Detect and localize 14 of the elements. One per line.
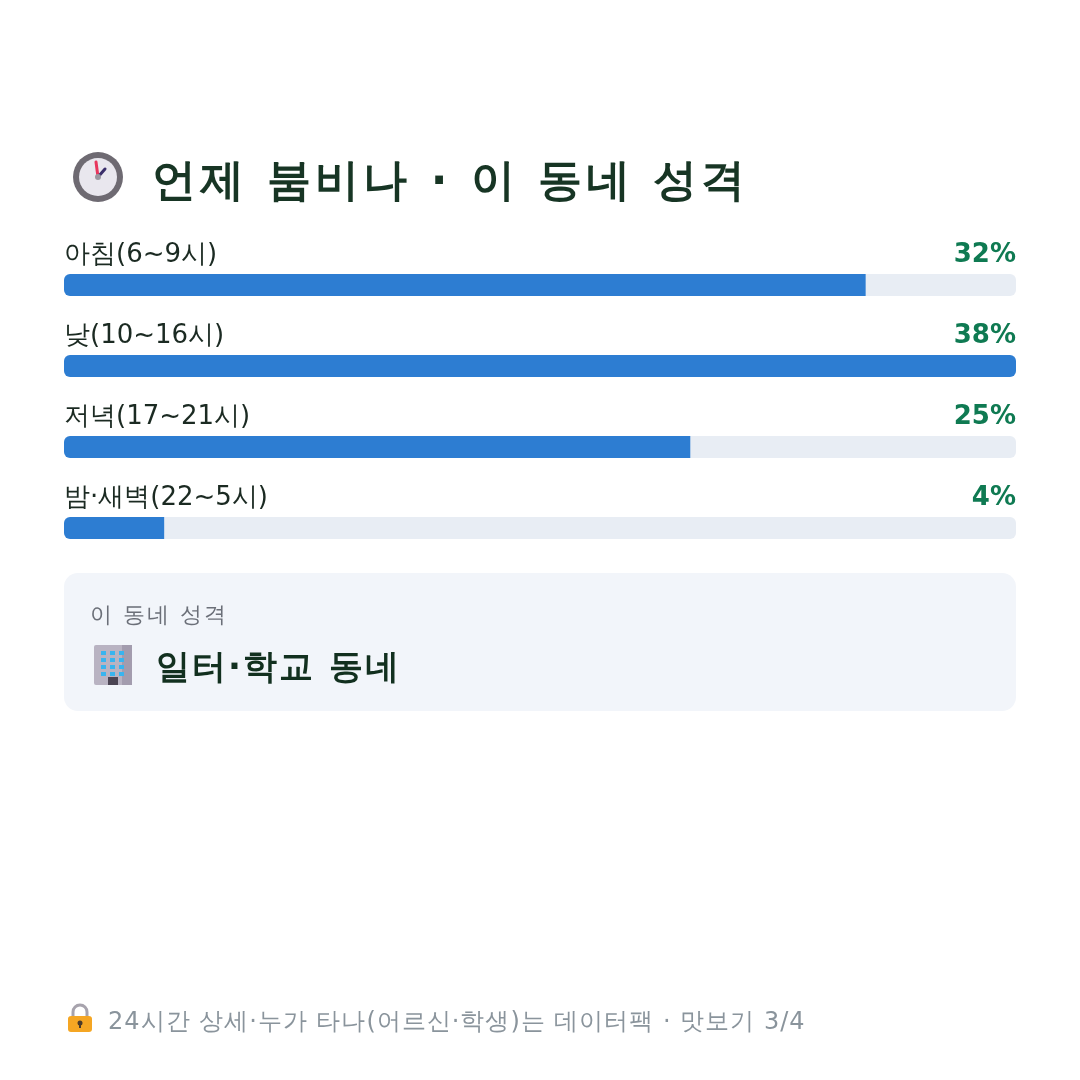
y-tick-label: 낮(10~16시): [64, 319, 225, 349]
y-tick-label: 아침(6~9시): [64, 238, 218, 268]
text: 일터·학교 동네: [156, 646, 401, 686]
data-label: 38%: [953, 319, 1016, 349]
y-tick-label: 밤·새벽(22~5시): [64, 481, 268, 511]
bar: [64, 355, 1016, 377]
text: 이 동네 성격: [90, 602, 228, 627]
data-label: 25%: [953, 400, 1016, 430]
data-label: 4%: [971, 481, 1016, 511]
bar: [64, 517, 165, 539]
text: 24시간 상세·누가 타나(어르신·학생)는 데이터팩 · 맛보기 3/4: [108, 1007, 806, 1035]
y-tick-label: 저녁(17~21시): [64, 400, 251, 430]
chart-title: 언제 붐비나 · 이 동네 성격: [152, 154, 750, 205]
data-label: 32%: [953, 238, 1016, 268]
